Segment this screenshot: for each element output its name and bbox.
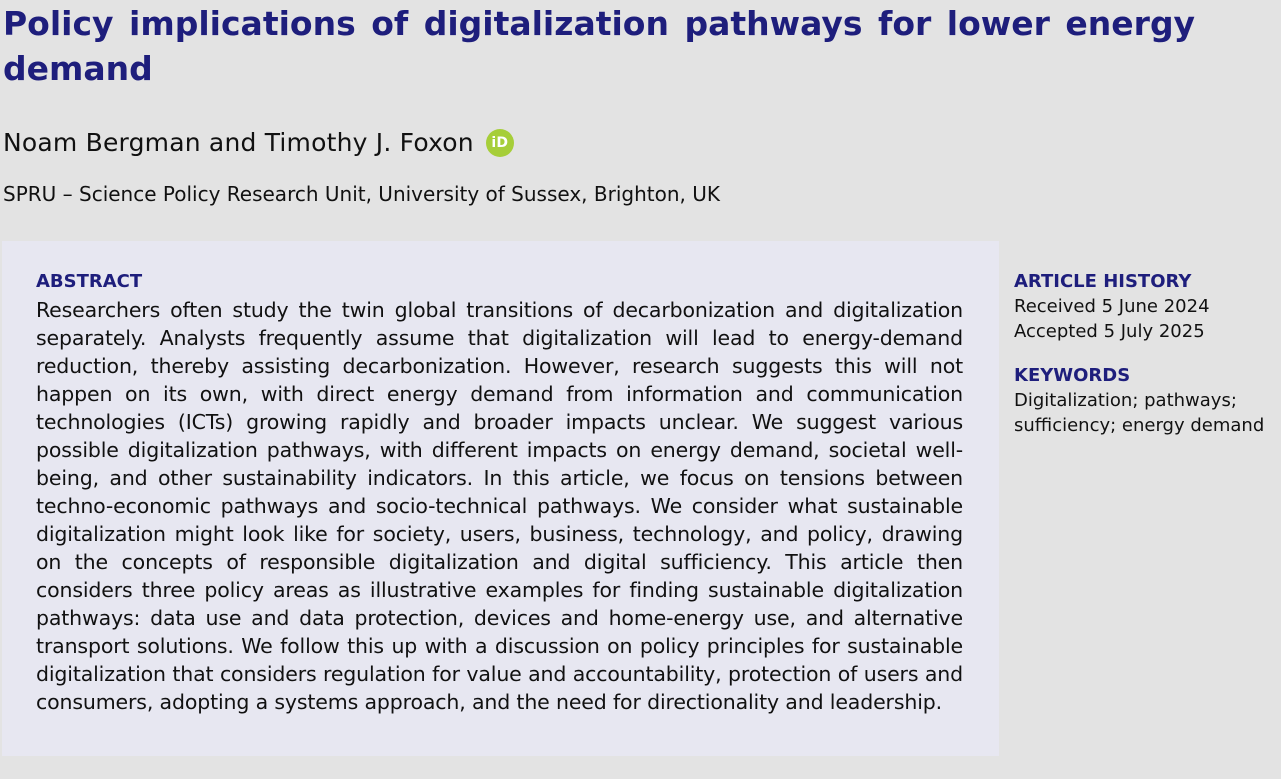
keywords: KEYWORDS Digitalization; pathways; suffi… — [1014, 364, 1276, 438]
accepted-date: Accepted 5 July 2025 — [1014, 321, 1205, 342]
article-history-heading: ARTICLE HISTORY — [1014, 271, 1192, 292]
abstract-heading: ABSTRACT — [36, 271, 143, 292]
keywords-line-1: Digitalization; pathways; — [1014, 390, 1237, 411]
abstract-box — [2, 241, 999, 756]
keywords-line-2: sufficiency; energy demand — [1014, 415, 1265, 436]
authors: Noam Bergman and Timothy J. Foxon — [3, 128, 474, 157]
affiliation: SPRU – Science Policy Research Unit, Uni… — [3, 182, 720, 206]
abstract-text: Researchers often study the twin global … — [36, 298, 963, 714]
article-history: ARTICLE HISTORY Received 5 June 2024 Acc… — [1014, 270, 1276, 344]
paper-title: Policy implications of digitalization pa… — [3, 4, 1196, 88]
orcid-icon[interactable]: iD — [485, 129, 514, 157]
received-date: Received 5 June 2024 — [1014, 296, 1210, 317]
keywords-heading: KEYWORDS — [1014, 365, 1131, 386]
author-line: Noam Bergman and Timothy J. Foxon iD — [3, 124, 514, 162]
